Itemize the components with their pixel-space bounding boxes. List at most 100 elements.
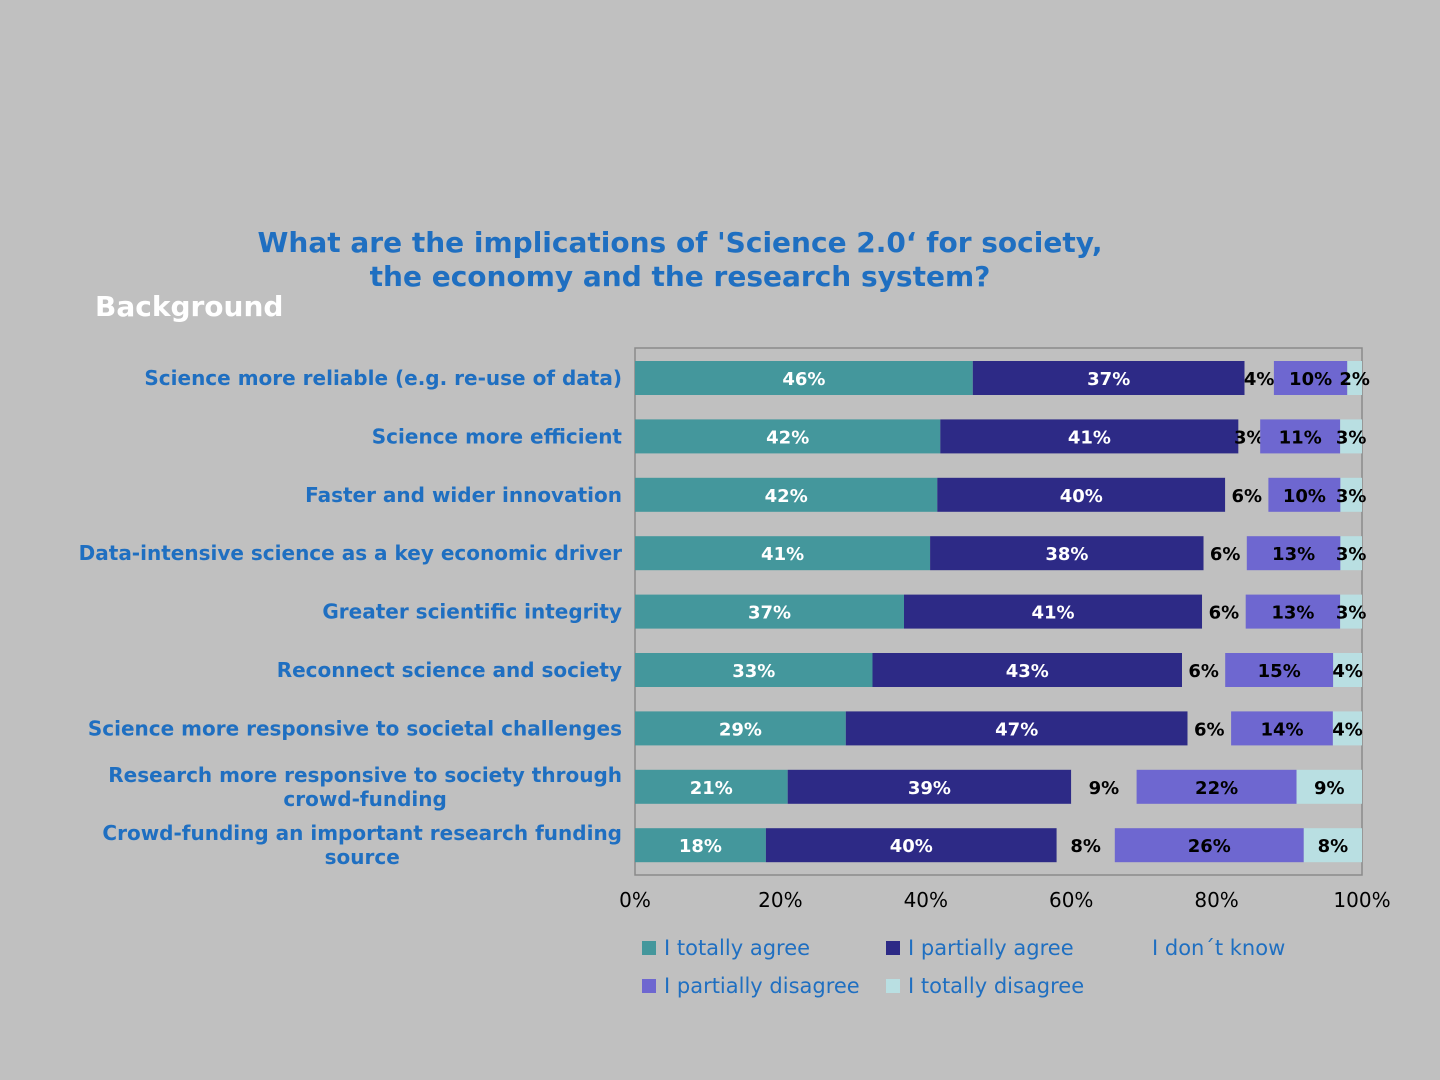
data-label: 42% <box>766 427 809 448</box>
data-label: 42% <box>765 486 808 507</box>
data-label: 6% <box>1194 719 1225 740</box>
x-tick-label: 0% <box>619 888 651 912</box>
legend-label: I totally agree <box>664 936 811 960</box>
category-label: Faster and wider innovation <box>305 483 622 507</box>
data-label: 33% <box>732 661 775 682</box>
x-tick-label: 80% <box>1194 888 1238 912</box>
data-label: 41% <box>1031 603 1074 624</box>
legend-item: I totally agree <box>642 936 810 960</box>
data-label: 18% <box>679 836 722 857</box>
data-label: 6% <box>1209 603 1240 624</box>
data-label: 4% <box>1332 661 1363 682</box>
data-label: 10% <box>1289 369 1332 390</box>
category-label: Data-intensive science as a key economic… <box>79 541 622 565</box>
data-label: 6% <box>1232 486 1263 507</box>
bar-segment <box>635 653 873 687</box>
data-label: 8% <box>1070 836 1101 857</box>
category-label-line-2: crowd-funding <box>283 787 446 811</box>
legend-item: I partially agree <box>886 936 1074 960</box>
category-label: Greater scientific integrity <box>322 600 622 624</box>
data-label: 10% <box>1283 486 1326 507</box>
bar-segment <box>635 594 904 629</box>
bar-segment <box>937 477 1226 512</box>
bar-segment <box>1340 536 1362 571</box>
bar-segment <box>1114 828 1304 863</box>
data-label: 43% <box>1006 661 1049 682</box>
bar-segment <box>1303 828 1362 863</box>
bar-segment <box>635 419 941 454</box>
category-label: Research more responsive to society thro… <box>108 763 622 787</box>
bar-segment <box>1333 653 1362 687</box>
data-label: 14% <box>1260 719 1303 740</box>
data-label: 6% <box>1188 661 1219 682</box>
data-label: 26% <box>1188 836 1231 857</box>
category-label: Science more efficient <box>372 424 623 448</box>
x-tick-label: 40% <box>904 888 948 912</box>
legend-swatch <box>886 979 900 993</box>
bar-segment <box>1056 828 1115 863</box>
bar-segment <box>635 536 931 571</box>
bar-segment <box>1231 711 1333 746</box>
legend-swatch <box>642 979 656 993</box>
bar-segment <box>1340 594 1362 629</box>
bar-segment <box>635 711 846 746</box>
bar-segment <box>1347 361 1362 395</box>
data-label: 46% <box>782 369 825 390</box>
chart-title-line-2: the economy and the research system? <box>369 260 991 293</box>
category-label: Science more reliable (e.g. re-use of da… <box>144 366 622 390</box>
data-label: 2% <box>1339 369 1370 390</box>
x-tick-label: 20% <box>758 888 802 912</box>
data-label: 22% <box>1195 778 1238 799</box>
data-label: 37% <box>748 603 791 624</box>
bar-segment <box>1260 419 1341 454</box>
bar-segment <box>930 536 1204 571</box>
bar-segment <box>1136 769 1297 804</box>
data-label: 37% <box>1087 369 1130 390</box>
x-tick-label: 60% <box>1049 888 1093 912</box>
legend-label: I partially disagree <box>664 974 860 998</box>
bar-segment <box>972 361 1245 395</box>
bar-segment <box>1071 769 1137 804</box>
data-label: 38% <box>1045 544 1088 565</box>
bar-segment <box>635 361 973 395</box>
bar-segment <box>1187 711 1232 746</box>
chart-title-line-1: What are the implications of 'Science 2.… <box>257 226 1103 259</box>
data-label: 3% <box>1336 544 1367 565</box>
bar-segment <box>1244 361 1274 395</box>
data-label: 4% <box>1244 369 1275 390</box>
data-label: 40% <box>1060 486 1103 507</box>
bar-segment <box>1245 594 1341 629</box>
bar-segment <box>1332 711 1362 746</box>
section-subtitle: Background <box>95 290 284 323</box>
data-label: 29% <box>719 719 762 740</box>
bar-segment <box>635 769 788 804</box>
data-label: 13% <box>1272 544 1315 565</box>
category-label-line-2: source <box>325 845 400 869</box>
category-label: Crowd-funding an important research fund… <box>102 821 622 845</box>
bar-segment <box>1340 477 1362 512</box>
data-label: 41% <box>1068 427 1111 448</box>
data-label: 6% <box>1210 544 1241 565</box>
data-label: 15% <box>1258 661 1301 682</box>
category-label: Reconnect science and society <box>277 658 622 682</box>
data-label: 9% <box>1314 778 1345 799</box>
data-label: 3% <box>1234 427 1265 448</box>
legend-label: I partially agree <box>908 936 1074 960</box>
data-label: 40% <box>890 836 933 857</box>
legend-item: I totally disagree <box>886 974 1084 998</box>
data-label: 4% <box>1332 719 1363 740</box>
data-label: 39% <box>908 778 951 799</box>
bar-segment <box>872 653 1182 687</box>
bar-segment <box>904 594 1203 629</box>
legend-swatch <box>886 941 900 955</box>
legend-label: I don´t know <box>1152 936 1286 960</box>
bar-segment <box>845 711 1188 746</box>
bar-segment <box>787 769 1072 804</box>
bar-segment <box>765 828 1057 863</box>
legend-item: I don´t know <box>1130 936 1285 960</box>
data-label: 3% <box>1336 486 1367 507</box>
legend-swatch <box>642 941 656 955</box>
bar-segment <box>1340 419 1362 454</box>
bar-segment <box>940 419 1239 454</box>
category-label: Science more responsive to societal chal… <box>88 716 622 740</box>
